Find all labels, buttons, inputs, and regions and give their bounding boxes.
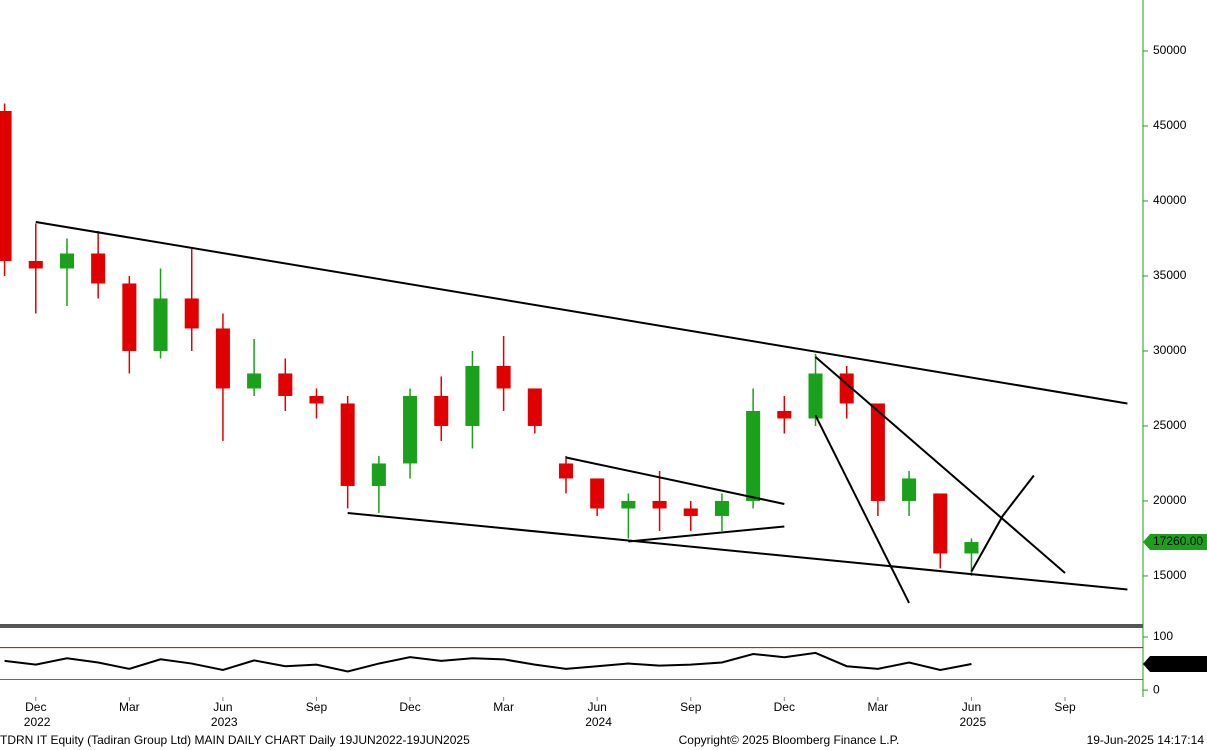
trendline [814, 356, 1066, 574]
x-tick-label: Dec [25, 700, 46, 714]
candle-body [621, 500, 636, 509]
trendline [565, 456, 785, 505]
candle-body [902, 478, 917, 501]
x-tick-label: Jun [213, 700, 232, 714]
trendline [35, 220, 1128, 405]
trendline [970, 474, 1035, 572]
last-price-label: 17260.00 [1153, 534, 1203, 548]
x-tick-label: Mar [493, 700, 514, 714]
candle-body [933, 493, 948, 554]
y-tick-label: 45000 [1153, 118, 1187, 132]
candle-body [59, 253, 74, 269]
y-tick-label: 35000 [1153, 268, 1187, 282]
x-tick-label: Sep [680, 700, 702, 714]
candle-body [91, 253, 106, 284]
candle-body [465, 365, 480, 426]
x-tick-label: Dec [774, 700, 795, 714]
candle-body [215, 328, 230, 389]
candle-body [808, 373, 823, 419]
candle-body [527, 388, 542, 426]
candle-body [309, 395, 324, 404]
trendline [628, 525, 785, 543]
x-tick-label: Mar [119, 700, 140, 714]
candle-body [714, 500, 729, 516]
x-tick-label: Sep [1054, 700, 1076, 714]
candle-body [870, 403, 885, 501]
y-tick-label: 40000 [1153, 193, 1187, 207]
candle-body [0, 110, 12, 261]
candle-body [28, 260, 43, 269]
candle-body [558, 463, 574, 479]
rsi-line [4, 651, 972, 673]
footer-right: 19-Jun-2025 14:17:14 [1087, 733, 1205, 747]
candle-body [153, 298, 168, 351]
x-tick-label: Mar [868, 700, 889, 714]
candle-body [247, 373, 262, 389]
year-label: 2023 [211, 715, 238, 729]
year-label: 2025 [959, 715, 986, 729]
candle-body [122, 283, 137, 351]
year-label: 2024 [585, 715, 612, 729]
rsi-last-box [1143, 655, 1207, 672]
candle-body [590, 478, 605, 509]
candle-body [746, 410, 761, 501]
candle-body [496, 365, 511, 389]
x-tick-label: Sep [306, 700, 328, 714]
rsi-last-label: 49.2433 [1152, 656, 1196, 670]
year-label: 2022 [24, 715, 51, 729]
last-price-box [1143, 534, 1207, 551]
candle-body [371, 463, 386, 486]
y-tick-label: 50000 [1153, 43, 1187, 57]
candle-body [403, 395, 418, 464]
trendline [347, 511, 1128, 591]
candle-body [777, 410, 792, 419]
candle-body [184, 298, 199, 329]
y-tick-label: 15000 [1153, 568, 1187, 582]
y-tick-label: 100 [1153, 629, 1173, 643]
footer-left: TDRN IT Equity (Tadiran Group Ltd) MAIN … [0, 733, 470, 747]
footer-center: Copyright© 2025 Bloomberg Finance L.P. [679, 733, 900, 747]
x-tick-label: Dec [399, 700, 420, 714]
candle-body [683, 508, 698, 516]
candle-body [434, 395, 449, 426]
y-tick-label: 0 [1153, 682, 1160, 696]
candle-body [964, 542, 979, 554]
x-tick-label: Jun [962, 700, 981, 714]
x-tick-label: Jun [588, 700, 607, 714]
y-tick-label: 25000 [1153, 418, 1187, 432]
y-tick-label: 20000 [1153, 493, 1187, 507]
candle-body [340, 403, 355, 486]
trendline [814, 415, 910, 604]
y-tick-label: 30000 [1153, 343, 1187, 357]
candle-body [278, 373, 293, 396]
candle-body [652, 500, 667, 509]
